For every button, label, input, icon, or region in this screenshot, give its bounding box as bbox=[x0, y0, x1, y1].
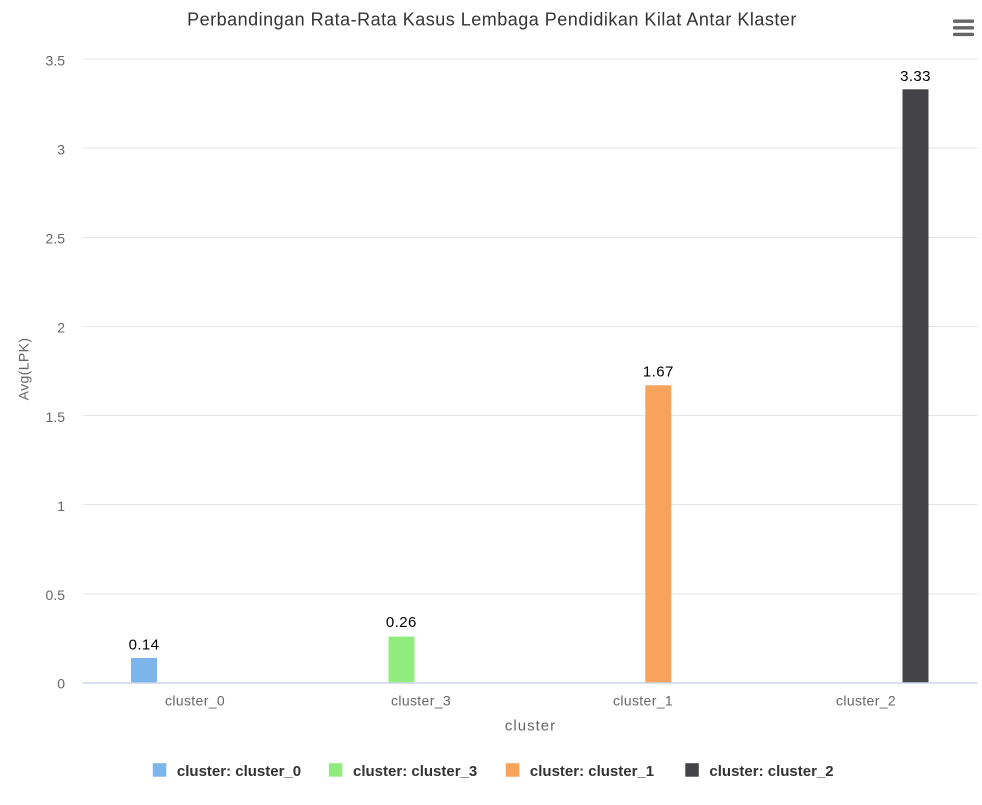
svg-text:3.5: 3.5 bbox=[46, 52, 66, 68]
svg-text:Perbandingan Rata-Rata Kasus L: Perbandingan Rata-Rata Kasus Lembaga Pen… bbox=[187, 10, 797, 30]
svg-text:Avg(LPK): Avg(LPK) bbox=[16, 338, 32, 401]
svg-text:cluster_2: cluster_2 bbox=[836, 693, 896, 709]
svg-text:0.5: 0.5 bbox=[46, 587, 66, 603]
svg-text:cluster_1: cluster_1 bbox=[613, 693, 673, 709]
svg-text:cluster: cluster_2: cluster: cluster_2 bbox=[709, 763, 833, 780]
svg-text:0.26: 0.26 bbox=[386, 614, 417, 631]
svg-text:2.5: 2.5 bbox=[46, 231, 66, 247]
svg-text:cluster_0: cluster_0 bbox=[165, 693, 225, 709]
svg-text:3: 3 bbox=[57, 141, 65, 157]
svg-text:1.67: 1.67 bbox=[643, 364, 674, 381]
svg-text:2: 2 bbox=[57, 320, 65, 336]
svg-text:1.5: 1.5 bbox=[46, 409, 66, 425]
svg-text:1: 1 bbox=[57, 498, 65, 514]
svg-text:cluster_3: cluster_3 bbox=[391, 693, 451, 709]
svg-text:0.14: 0.14 bbox=[129, 637, 160, 654]
svg-text:3.33: 3.33 bbox=[900, 68, 931, 85]
svg-text:cluster: cluster bbox=[505, 718, 556, 735]
svg-text:cluster: cluster_1: cluster: cluster_1 bbox=[530, 763, 654, 780]
svg-text:0: 0 bbox=[57, 675, 65, 691]
svg-text:cluster: cluster_3: cluster: cluster_3 bbox=[353, 763, 477, 780]
svg-text:cluster: cluster_0: cluster: cluster_0 bbox=[177, 763, 301, 780]
